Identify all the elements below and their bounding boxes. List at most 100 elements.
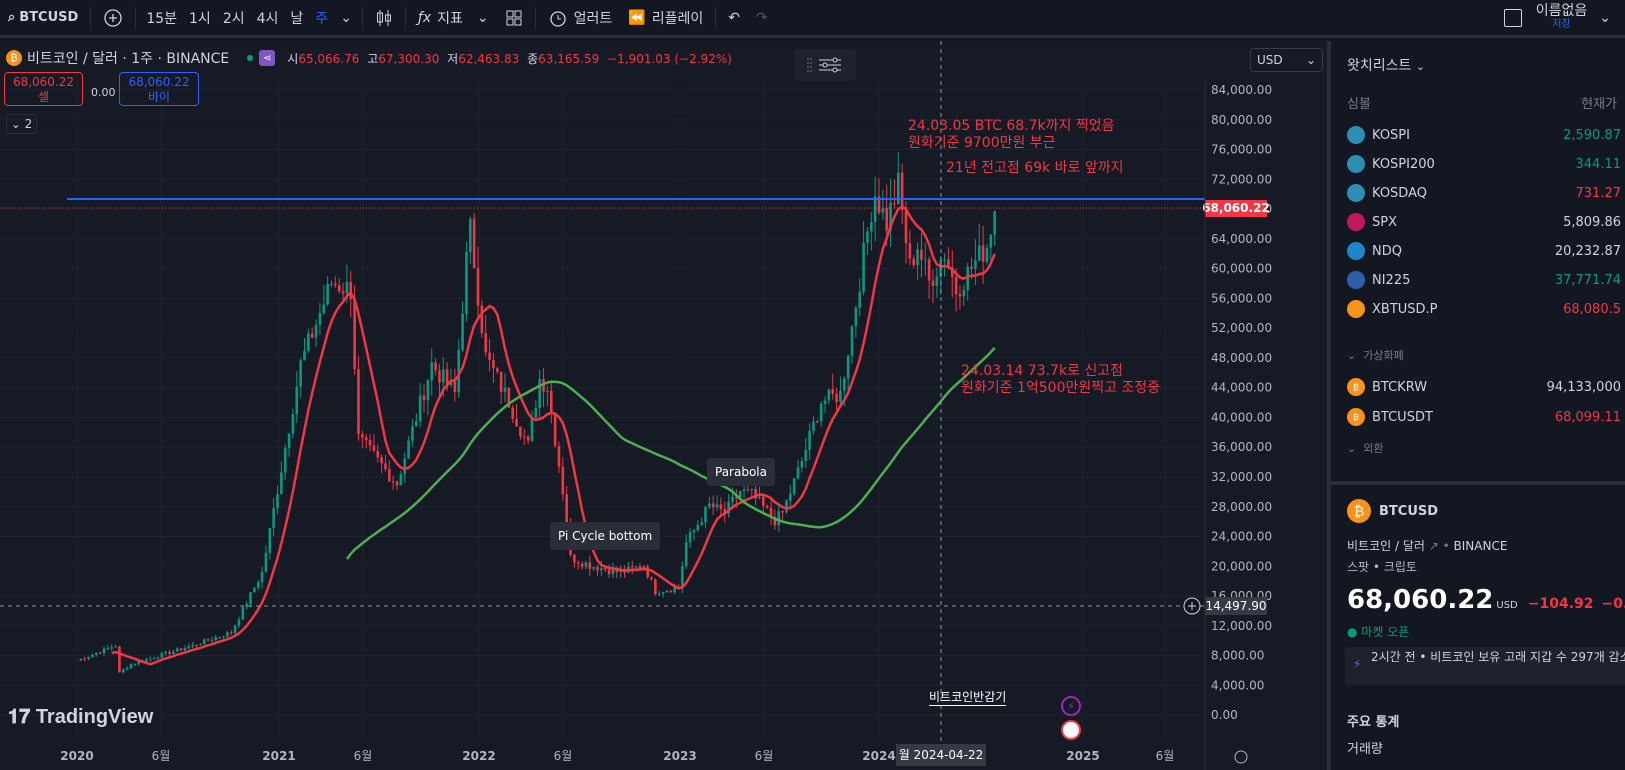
list-item[interactable]: KOSPI200 344.11 xyxy=(1331,149,1625,179)
plus-circle-icon xyxy=(104,8,122,27)
share-icon[interactable]: ⋖ xyxy=(259,50,276,66)
list-item[interactable]: ₿ BTCUSDT 68,099.11 xyxy=(1331,402,1625,432)
layout-square-icon xyxy=(1503,8,1522,27)
annotation-line: 24.03.14 73.7k로 신고점 xyxy=(961,363,1124,379)
list-item[interactable]: NDQ 20,232.87 xyxy=(1331,236,1625,266)
candle-body xyxy=(731,496,734,502)
stats-title: 주요 통계 xyxy=(1347,715,1400,730)
annotation-march-05[interactable]: 24.03.05 BTC 68.7k까지 찍었음 원화기준 9700만원 부근 xyxy=(908,118,1115,152)
timeframe-4h[interactable]: 4시 xyxy=(256,10,279,27)
chevron-down-icon: ⌄ xyxy=(476,9,489,26)
candle-body xyxy=(588,562,592,569)
candle-body xyxy=(337,285,341,292)
undo-button[interactable]: ↶ xyxy=(720,0,748,37)
candle-body xyxy=(191,644,194,647)
candle-body xyxy=(241,607,245,620)
price-tick-label: 40,000.00 xyxy=(1211,410,1272,424)
column-price[interactable]: 현재가 xyxy=(1581,97,1617,112)
news-item[interactable]: ⚡ 2시간 전 • 비트코인 보유 고래 지갑 수 297개 감소 xyxy=(1345,647,1625,685)
candle-body xyxy=(384,463,387,470)
layouts-button[interactable] xyxy=(497,0,531,37)
group-crypto[interactable]: ⌄ 가상화폐 xyxy=(1347,349,1404,362)
redo-button[interactable]: ↷ xyxy=(748,0,776,37)
redo-icon: ↷ xyxy=(755,9,768,26)
bitcoin-icon: ₿ xyxy=(1347,499,1371,523)
list-item[interactable]: KOSPI 2,590.87 xyxy=(1331,120,1625,150)
candle-body xyxy=(596,566,599,571)
timeframe-15m[interactable]: 15분 xyxy=(146,10,178,27)
chart-pane[interactable]: 84,000.00 80,000.00 76,000.00 72,000.00 68,0… xyxy=(0,41,1327,770)
close-label: 종 xyxy=(527,51,539,66)
timeframe-week[interactable]: 주 xyxy=(315,10,329,27)
event-flash-icon[interactable]: ⚡ xyxy=(1061,696,1081,716)
candle-body xyxy=(145,659,148,662)
candle-body xyxy=(206,639,210,641)
candle-body xyxy=(611,568,615,575)
buy-label: 바이 xyxy=(147,90,171,104)
candle-body xyxy=(893,203,896,205)
column-symbol[interactable]: 심볼 xyxy=(1347,97,1371,112)
detail-exchange: BINANCE xyxy=(1453,539,1508,553)
price-tick-label: 48,000.00 xyxy=(1211,351,1272,365)
alert-button[interactable]: 얼러트 xyxy=(540,0,621,37)
candle-body xyxy=(415,421,418,427)
sell-price: 68,060.22 xyxy=(12,75,75,89)
external-link-icon[interactable]: ↗ • xyxy=(1428,539,1454,553)
buy-button[interactable]: 68,060.22 바이 xyxy=(119,72,199,106)
indicators-button[interactable]: ƒx 지표 ⌄ xyxy=(410,0,497,37)
compare-button[interactable] xyxy=(95,0,131,37)
list-item[interactable]: ₿ BTCKRW 94,133,000 xyxy=(1331,372,1625,402)
high-label: 고 xyxy=(367,51,379,66)
chart-type-button[interactable] xyxy=(367,0,401,37)
timeframe-dropdown[interactable]: ⌄ xyxy=(334,10,358,26)
detail-price: 68,060.22 xyxy=(1347,585,1494,615)
candle-body xyxy=(199,644,202,646)
chevron-down-icon: ⌄ xyxy=(340,9,352,26)
candle-body xyxy=(353,299,356,370)
annotation-march-14[interactable]: 24.03.14 73.7k로 신고점 원화기준 1억500만원찍고 조정중 xyxy=(961,363,1160,397)
halving-label[interactable]: 비트코인반감기 xyxy=(929,690,1007,706)
current-price-label: 68,060.22 xyxy=(1202,201,1270,215)
layout-name-button[interactable]: 이름없음 저장 ⌄ xyxy=(1496,0,1619,37)
timeframe-day[interactable]: 날 xyxy=(290,10,304,27)
symbol-search[interactable]: ⌕ BTCUSD xyxy=(0,0,86,37)
price-tick-label: 0.00 xyxy=(1211,708,1238,722)
parabola-label[interactable]: Parabola xyxy=(707,458,775,486)
candle-body xyxy=(106,648,110,650)
timeframe-1h[interactable]: 1시 xyxy=(189,10,211,27)
replay-button[interactable]: ⏪ 리플레이 xyxy=(620,0,711,37)
candle-body xyxy=(94,652,98,655)
candle-body xyxy=(268,528,272,553)
event-us-flag-icon[interactable] xyxy=(1061,720,1081,740)
candle-body xyxy=(580,563,584,567)
price-tick-label: 28,000.00 xyxy=(1211,500,1272,514)
list-item[interactable]: XBTUSD.P 68,080.5 xyxy=(1331,294,1625,324)
timeframe-2h[interactable]: 2시 xyxy=(222,10,245,27)
candle-body xyxy=(110,647,114,649)
group-forex[interactable]: ⌄ 외환 xyxy=(1347,442,1384,455)
price-tick-label: 20,000.00 xyxy=(1211,559,1272,573)
price-tick-label: 52,000.00 xyxy=(1211,321,1272,335)
candle-body xyxy=(881,208,885,213)
grid-icon xyxy=(506,10,522,25)
symbol-details: ₿ BTCUSD 비트코인 / 달러 ↗ • BINANCE 스팟 • 크립토 … xyxy=(1331,481,1625,770)
list-item[interactable]: SPX 5,809.86 xyxy=(1331,207,1625,237)
price-chart[interactable]: 84,000.00 80,000.00 76,000.00 72,000.00 68,0… xyxy=(0,41,1327,770)
candle-body xyxy=(754,488,757,499)
pi-cycle-label[interactable]: Pi Cycle bottom xyxy=(550,522,661,550)
currency-select[interactable]: USD ⌄ xyxy=(1250,48,1323,72)
object-tree-button[interactable] xyxy=(794,49,856,81)
list-item[interactable]: KOSDAQ 731.27 xyxy=(1331,178,1625,208)
sell-button[interactable]: 68,060.22 셀 xyxy=(4,72,83,106)
watchlist-title[interactable]: 왓치리스트 ⌄ xyxy=(1347,55,1425,75)
row-symbol: NI225 xyxy=(1372,272,1411,288)
annotation-prev-high[interactable]: 21년 전고점 69k 바로 앞까지 xyxy=(946,160,1124,176)
candle-body xyxy=(511,407,515,419)
candle-body xyxy=(584,562,588,567)
watchlist-title-label: 왓치리스트 xyxy=(1347,58,1412,74)
collapse-indicators-button[interactable]: ⌄ 2 xyxy=(6,114,37,134)
candle-body xyxy=(927,259,931,281)
candle-body xyxy=(553,412,557,446)
time-tick-label: 2021 xyxy=(262,749,295,763)
list-item[interactable]: NI225 37,771.74 xyxy=(1331,265,1625,295)
